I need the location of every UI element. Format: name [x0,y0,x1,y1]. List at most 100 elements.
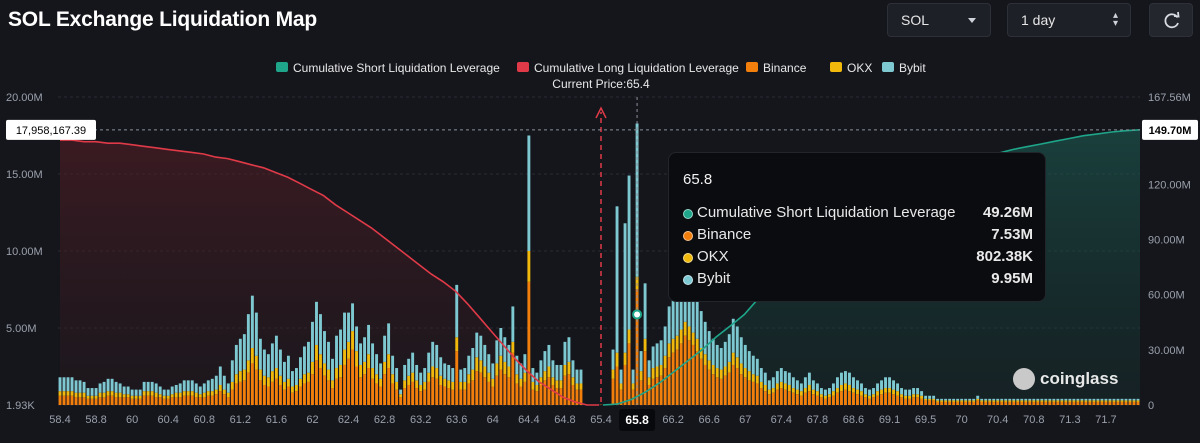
bybit-bar [194,383,198,393]
binance-bar [262,384,266,405]
binance-bar [359,377,363,405]
bybit-bar [1136,398,1140,401]
okx-bar [639,371,643,381]
okx-bar [1040,400,1044,402]
binance-bar [1104,401,1108,405]
binance-bar [1028,401,1032,405]
okx-bar [1032,400,1036,402]
okx-bar [178,392,182,398]
okx-bar [840,384,843,392]
bybit-bar [1028,398,1032,401]
okx-bar [1108,400,1112,402]
bybit-bar [1092,398,1096,401]
bybit-bar [363,337,367,362]
bybit-bar [94,388,98,396]
okx-bar [1076,400,1080,402]
bybit-bar [1084,398,1088,401]
okx-bar [1044,400,1048,402]
okx-bar [924,398,928,401]
legend-label: Bybit [899,61,926,75]
bybit-bar [1004,398,1008,401]
bybit-bar [343,312,346,350]
okx-bar [787,384,791,392]
bybit-bar [471,348,475,370]
bybit-bar [278,349,282,376]
binance-bar [471,380,475,405]
okx-bar [527,251,531,282]
bybit-bar [727,334,731,362]
binance-bar [242,380,246,405]
legend: Cumulative Short Liquidation Leverage Cum… [276,61,926,75]
bybit-bar [439,357,443,376]
bybit-bar [198,386,202,395]
binance-bar [1108,401,1112,405]
binance-bar [631,389,635,405]
binance-bar [307,381,310,405]
chevron-down-icon [968,18,976,23]
markers: Current Price:65.4 17,958,167.39 149.70M [6,77,1198,405]
binance-bar [671,352,675,405]
binance-bar [872,397,875,405]
okx-bar [952,400,956,402]
binance-bar [659,375,663,405]
okx-bar [94,395,98,399]
binance-bar [663,368,667,405]
okx-bar [1048,400,1052,402]
binance-bar [323,375,326,405]
binance-bar [423,389,427,405]
binance-bar [535,391,539,405]
okx-bar [379,378,383,387]
refresh-button[interactable] [1149,3,1193,37]
binance-bar [347,358,350,405]
binance-bar [527,281,531,405]
bybit-bar [146,381,150,392]
bybit-bar [831,383,835,392]
bybit-bar [555,364,559,381]
range-select[interactable]: 1 day ▴ ▾ [1007,3,1131,37]
binance-bar [731,364,735,405]
binance-bar [367,368,371,405]
binance-bar [755,383,759,405]
okx-bar [567,361,571,375]
binance-bar [723,375,727,405]
okx-bar [295,384,298,392]
bybit-bar [651,346,655,369]
x-tick-label: 69.1 [879,414,900,426]
symbol-select[interactable]: SOL [887,3,991,37]
okx-bar [467,374,471,384]
bybit-bar [106,378,110,392]
binance-bar [487,381,491,405]
okx-bar [311,361,314,375]
bybit-bar [459,369,463,382]
okx-bar [375,374,379,384]
bybit-bar [483,344,487,367]
bybit-bar [751,355,755,375]
okx-bar [571,377,575,385]
binance-bar [1128,401,1132,405]
binance-bar [222,394,226,405]
okx-bar [916,394,920,398]
binance-bar [635,289,639,405]
left-tick-label: 10.00M [6,246,43,258]
bybit-bar [234,344,238,375]
bybit-bar [827,388,831,395]
bybit-bar [944,398,948,401]
binance-bar [795,394,799,405]
binance-bar [1100,401,1104,405]
bybit-bar [479,335,483,361]
bybit-bar [339,329,342,365]
bybit-bar [122,386,126,395]
binance-bar [1012,401,1016,405]
coinglass-logo-icon [1013,368,1035,390]
left-tick-label: 5.00M [6,323,37,335]
okx-bar [238,371,242,382]
okx-bar [439,375,443,385]
bybit-bar [872,388,875,395]
okx-bar [455,337,459,352]
bybit-bar [627,175,631,330]
long-line [60,139,599,406]
refresh-icon [1164,11,1180,29]
bybit-bar [443,363,447,379]
okx-bar [936,400,940,402]
symbol-select-value: SOL [901,12,930,28]
